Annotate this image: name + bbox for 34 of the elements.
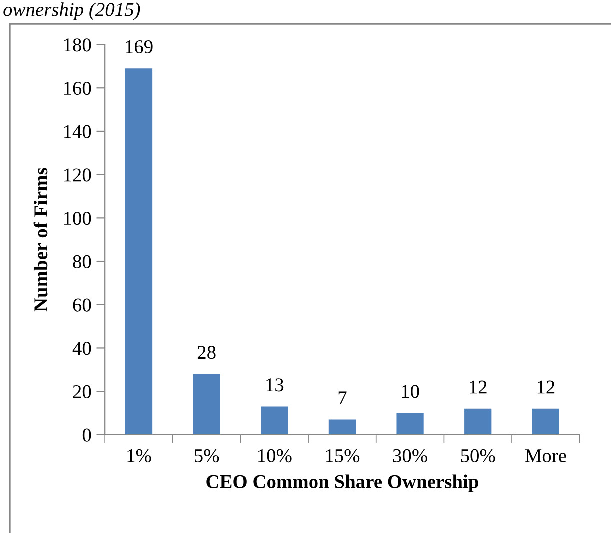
x-tick-label: 1% — [128, 449, 152, 463]
data-label: 12 — [470, 380, 487, 394]
data-label: 12 — [538, 380, 555, 394]
y-axis-title: Number of Firms — [34, 168, 48, 312]
bar — [125, 68, 153, 435]
y-tick-label: 120 — [64, 168, 92, 182]
x-tick-label: 30% — [393, 449, 428, 463]
data-label: 7 — [338, 392, 347, 405]
bar — [532, 408, 560, 435]
x-tick-label: 10% — [258, 449, 292, 463]
bar — [396, 413, 424, 435]
y-tick-label: 20 — [73, 385, 92, 399]
chart-title: ownership (2015) — [4, 2, 140, 20]
y-tick-label: 140 — [64, 125, 92, 138]
x-tick-label: 15% — [326, 449, 360, 463]
data-label: 28 — [198, 346, 216, 360]
bar — [193, 374, 220, 435]
bar — [464, 408, 492, 435]
data-label: 13 — [266, 378, 284, 392]
y-tick-label: 40 — [72, 342, 92, 356]
y-tick-label: 60 — [73, 298, 92, 312]
y-tick-label: 180 — [64, 38, 92, 52]
x-axis-title: CEO Common Share Ownership — [206, 474, 478, 492]
data-label: 10 — [402, 385, 420, 398]
y-tick-label: 100 — [64, 212, 92, 226]
y-tick-label: 0 — [82, 428, 92, 442]
y-tick-label: 80 — [73, 255, 92, 268]
x-tick-label: 50% — [461, 449, 496, 463]
y-tick-label: 160 — [64, 82, 92, 96]
bar — [328, 420, 356, 435]
x-tick-label: More — [525, 450, 566, 462]
bar — [261, 406, 288, 435]
x-tick-label: 5% — [194, 449, 220, 463]
data-label: 169 — [126, 40, 153, 54]
